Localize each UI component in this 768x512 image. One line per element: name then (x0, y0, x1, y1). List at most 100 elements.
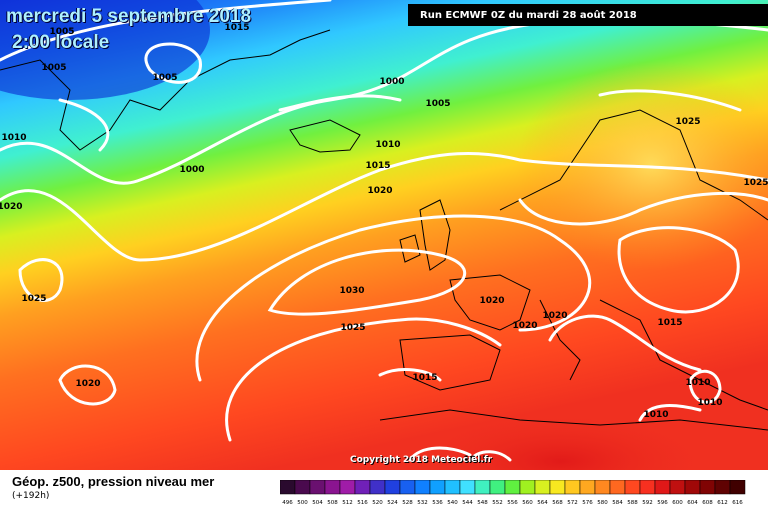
legend-swatch (549, 480, 566, 495)
legend-swatch (414, 480, 431, 495)
legend-swatch (519, 480, 536, 495)
legend-tick-label: 608 (702, 500, 713, 506)
legend-swatch (714, 480, 731, 495)
legend-swatch (504, 480, 521, 495)
isobar-label: 1020 (542, 311, 567, 321)
legend-swatch (669, 480, 686, 495)
legend-tick-label: 564 (537, 500, 548, 506)
hot-area-south (250, 300, 768, 470)
legend-swatch (564, 480, 581, 495)
map-parameter-title: Géop. z500, pression niveau mer (12, 474, 215, 489)
legend-swatch (579, 480, 596, 495)
legend-tick-label: 512 (342, 500, 353, 506)
isobar-label: 1005 (49, 27, 74, 37)
legend-tick-label: 616 (732, 500, 743, 506)
legend-tick-label: 612 (717, 500, 728, 506)
legend-swatch (309, 480, 326, 495)
isobar-label: 1025 (340, 323, 365, 333)
isobar-label: 1015 (412, 373, 437, 383)
legend-tick-label: 532 (417, 500, 428, 506)
legend-tick-label: 544 (462, 500, 473, 506)
isobar-label: 1010 (1, 133, 26, 143)
legend-swatch (699, 480, 716, 495)
legend-tick-label: 592 (642, 500, 653, 506)
isobar-labels: 1005 1005 1005 1010 1000 1000 1005 1010 1015 1020… (0, 23, 768, 465)
legend-tick-label: 604 (687, 500, 698, 506)
legend-tick-label: 516 (357, 500, 368, 506)
isobar-label: 1020 (75, 379, 100, 389)
legend-swatch (534, 480, 551, 495)
coastlines (0, 29, 768, 431)
legend-tick-label: 528 (402, 500, 413, 506)
legend-swatch (354, 480, 371, 495)
isobar-label: 1020 (0, 202, 23, 212)
isobar-label: 1015 (224, 23, 249, 33)
isobar-label: 1020 (479, 296, 504, 306)
isobar-label: 1020 (512, 321, 537, 331)
isobar-label: 1010 (375, 140, 400, 150)
legend-tick-label: 588 (627, 500, 638, 506)
isobar-label: 1025 (21, 294, 46, 304)
legend-tick-label: 524 (387, 500, 398, 506)
legend-swatch (684, 480, 701, 495)
forecast-date: mercredi 5 septembre 2018 (6, 6, 252, 27)
legend-tick-label: 600 (672, 500, 683, 506)
isobar-label: 1000 (179, 165, 204, 175)
legend-swatch (459, 480, 476, 495)
legend-swatch (444, 480, 461, 495)
legend-tick-label: 584 (612, 500, 623, 506)
legend-swatch (474, 480, 491, 495)
legend-swatch (369, 480, 386, 495)
isobar-label: 1010 (643, 410, 668, 420)
legend-swatch (594, 480, 611, 495)
isobar-label: 1010 (685, 378, 710, 388)
legend-swatch (654, 480, 671, 495)
isobar-label: 1015 (463, 455, 488, 465)
legend-swatch (339, 480, 356, 495)
isobar-label: 1005 (41, 63, 66, 73)
weather-map: 1005 1005 1005 1010 1000 1000 1005 1010 1015 1020… (0, 0, 768, 470)
legend-tick-label: 508 (327, 500, 338, 506)
legend-swatch (609, 480, 626, 495)
isobar-label: 1010 (697, 398, 722, 408)
isobar-label: 1025 (743, 178, 768, 188)
legend-tick-label: 568 (552, 500, 563, 506)
isobar-label: 1000 (379, 77, 404, 87)
run-info-banner: Run ECMWF 0Z du mardi 28 août 2018 (408, 4, 768, 26)
isobar-label: 1030 (339, 286, 364, 296)
legend-tick-label: 580 (597, 500, 608, 506)
forecast-lead-time: (+192h) (12, 491, 50, 501)
legend-tick-label: 572 (567, 500, 578, 506)
legend-swatch (280, 480, 296, 495)
legend-swatch (429, 480, 446, 495)
isobar-label: 1015 (657, 318, 682, 328)
legend-swatch (384, 480, 401, 495)
legend-tick-label: 548 (477, 500, 488, 506)
legend-tick-label: 504 (312, 500, 323, 506)
legend-swatch (294, 480, 311, 495)
legend-swatch (729, 480, 746, 495)
legend-tick-label: 596 (657, 500, 668, 506)
legend-swatch (399, 480, 416, 495)
forecast-time: 2:00 locale (12, 32, 110, 53)
isobars (0, 0, 768, 460)
legend-swatch (324, 480, 341, 495)
legend-tick-label: 552 (492, 500, 503, 506)
legend-tick-label: 500 (297, 500, 308, 506)
legend-swatch (639, 480, 656, 495)
color-scale-legend: 496 500 504 508 512 516 520 524 528 532 536 540 544 5… (280, 480, 746, 506)
legend-tick-label: 556 (507, 500, 518, 506)
isobar-label: 1025 (675, 117, 700, 127)
legend-swatch (489, 480, 506, 495)
legend-tick-label: 496 (282, 500, 293, 506)
copyright-text: Copyright 2018 Meteociel.fr (350, 455, 493, 465)
isobar-label: 1020 (367, 186, 392, 196)
legend-tick-label: 536 (432, 500, 443, 506)
legend-swatch (624, 480, 641, 495)
run-info-text: Run ECMWF 0Z du mardi 28 août 2018 (420, 9, 637, 21)
isobar-label: 1015 (365, 161, 390, 171)
legend-tick-label: 520 (372, 500, 383, 506)
isobar-label: 1005 (152, 73, 177, 83)
legend-tick-label: 540 (447, 500, 458, 506)
